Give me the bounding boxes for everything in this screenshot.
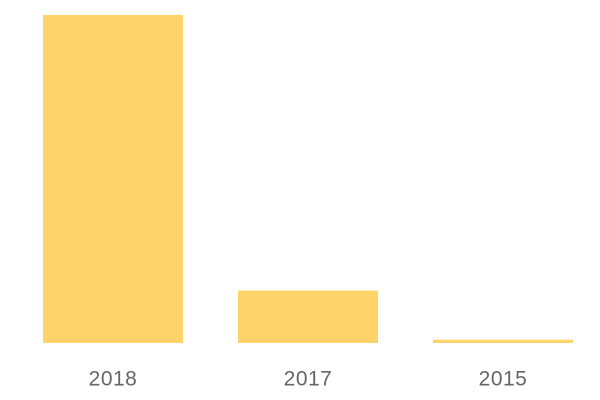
x-tick-label: 2015: [479, 368, 528, 391]
x-tick-label: 2017: [284, 368, 333, 391]
bar: [433, 339, 573, 343]
bar: [43, 15, 183, 343]
x-tick-label: 2018: [89, 368, 138, 391]
bar: [238, 290, 378, 343]
